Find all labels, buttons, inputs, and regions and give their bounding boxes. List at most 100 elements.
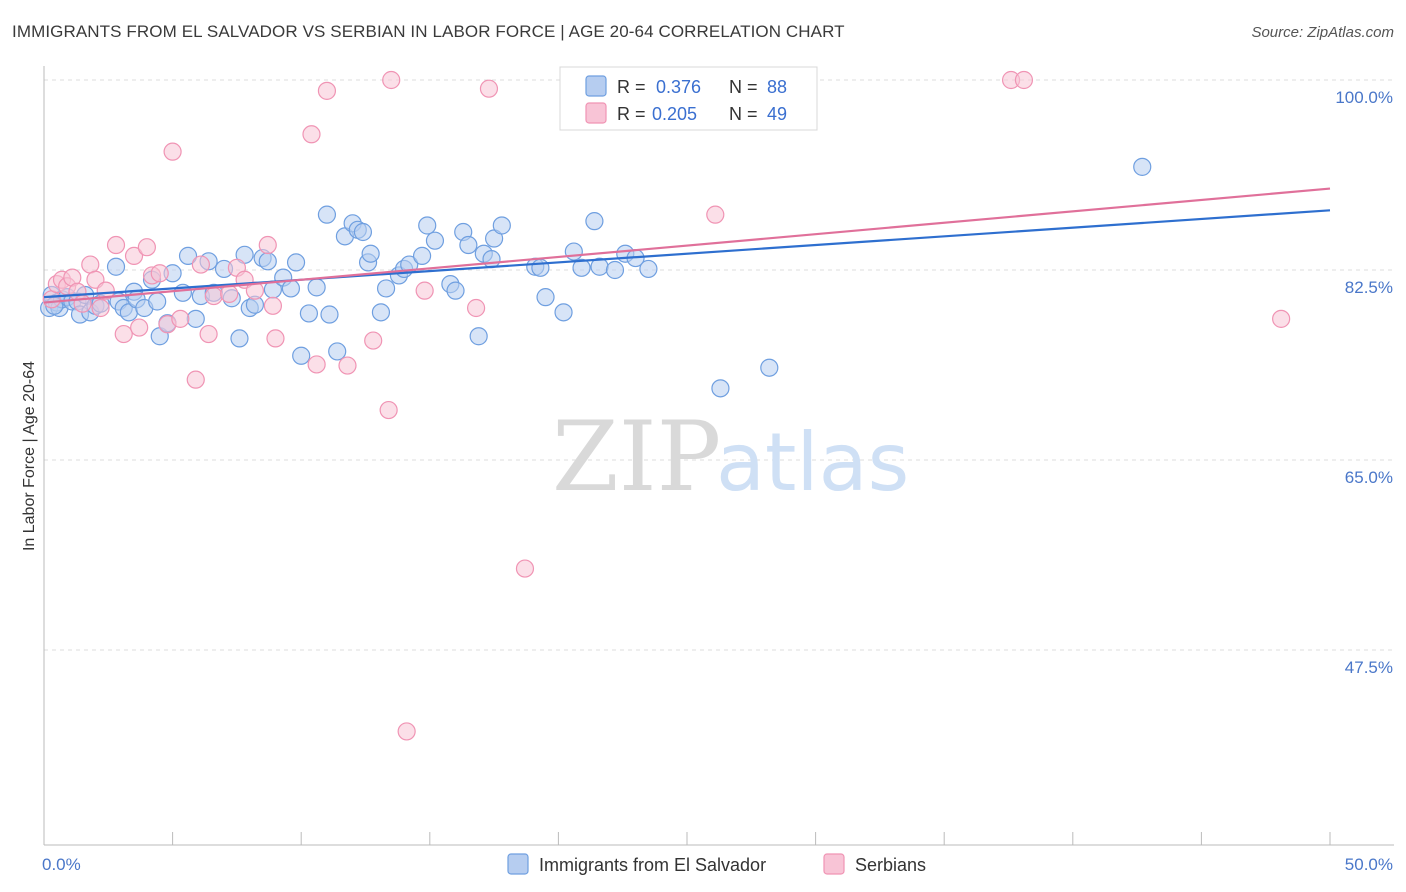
point-el-salvador-52 <box>353 222 373 242</box>
point-el-salvador-85 <box>760 358 779 377</box>
series-legend-swatch-pink <box>823 853 845 875</box>
legend-r-value-blue: 0.376 <box>656 77 701 97</box>
point-el-salvador-80 <box>605 260 625 280</box>
x-tick-label-1: 50.0% <box>1345 855 1393 874</box>
point-el-salvador-86 <box>1133 157 1152 176</box>
legend-n-label-blue: N = <box>729 77 758 97</box>
point-el-salvador-13 <box>106 257 126 276</box>
point-serbians-48 <box>1272 309 1291 328</box>
point-serbians-25 <box>220 284 239 303</box>
point-el-salvador-43 <box>292 346 311 365</box>
point-el-salvador-64 <box>446 281 465 300</box>
watermark-zip: ZIP <box>552 401 721 513</box>
point-serbians-21 <box>186 370 205 389</box>
stats-legend: R = 0.376 N = 88 R = 0.205 N = 49 <box>559 66 818 131</box>
x-tick-labels: 0.0% 50.0% <box>42 855 1393 874</box>
point-serbians-24 <box>204 286 223 306</box>
point-serbians-10 <box>96 281 115 300</box>
point-el-salvador-44 <box>299 304 319 323</box>
point-serbians-38 <box>379 400 398 420</box>
point-serbians-32 <box>302 125 321 144</box>
legend-n-value-blue: 88 <box>767 77 787 97</box>
point-serbians-31 <box>266 329 285 348</box>
y-tick-label-1: 82.5% <box>1345 278 1393 297</box>
point-serbians-22 <box>191 255 210 274</box>
point-el-salvador-73 <box>531 258 550 277</box>
point-serbians-33 <box>307 355 326 374</box>
series-legend-swatch-blue <box>507 853 529 875</box>
point-el-salvador-38 <box>258 252 277 271</box>
point-el-salvador-41 <box>281 279 301 298</box>
point-el-salvador-76 <box>564 242 583 261</box>
chart-title: IMMIGRANTS FROM EL SALVADOR VS SERBIAN I… <box>12 22 845 41</box>
legend-r-value-pink: 0.205 <box>652 104 697 124</box>
point-serbians-39 <box>397 722 416 741</box>
point-serbians-9 <box>91 298 110 318</box>
point-el-salvador-21 <box>148 292 167 311</box>
series-legend: Immigrants from El Salvador Serbians <box>507 853 926 875</box>
watermark: ZIP atlas <box>552 401 909 513</box>
point-el-salvador-61 <box>418 216 437 235</box>
point-el-salvador-75 <box>554 303 573 322</box>
point-el-salvador-62 <box>425 231 445 250</box>
point-el-salvador-83 <box>639 259 658 279</box>
point-serbians-15 <box>137 238 156 257</box>
point-el-salvador-46 <box>317 205 337 224</box>
y-tick-label-2: 65.0% <box>1345 468 1393 487</box>
point-el-salvador-26 <box>178 246 198 265</box>
trend-line-serbians <box>43 187 1331 304</box>
x-axis-ticks <box>43 832 1331 845</box>
legend-r-label-pink: R = <box>617 104 646 124</box>
y-tick-labels: 100.0% 82.5% 65.0% 47.5% <box>1335 88 1393 677</box>
point-serbians-36 <box>364 331 383 350</box>
point-el-salvador-42 <box>286 253 306 272</box>
point-el-salvador-27 <box>186 309 205 328</box>
legend-swatch-blue <box>585 75 607 97</box>
point-el-salvador-67 <box>469 327 488 346</box>
point-serbians-34 <box>317 81 337 100</box>
point-el-salvador-54 <box>361 244 380 263</box>
point-serbians-23 <box>199 324 218 344</box>
point-el-salvador-45 <box>307 278 326 297</box>
point-el-salvador-77 <box>572 258 591 277</box>
point-serbians-11 <box>106 235 126 255</box>
x-tick-label-0: 0.0% <box>42 855 81 874</box>
point-serbians-45 <box>706 205 725 224</box>
point-serbians-47 <box>1014 70 1034 90</box>
point-serbians-37 <box>382 70 401 90</box>
y-tick-label-0: 100.0% <box>1335 88 1393 107</box>
watermark-atlas: atlas <box>716 416 909 509</box>
point-serbians-41 <box>466 298 486 318</box>
point-serbians-42 <box>479 79 499 98</box>
point-serbians-43 <box>515 559 535 578</box>
legend-swatch-pink <box>585 102 607 124</box>
point-el-salvador-78 <box>585 212 604 231</box>
point-el-salvador-71 <box>492 216 511 235</box>
point-serbians-14 <box>130 318 149 337</box>
point-el-salvador-56 <box>376 279 396 298</box>
series-legend-label-blue: Immigrants from El Salvador <box>539 855 766 875</box>
trend-lines <box>43 187 1331 304</box>
legend-r-label-blue: R = <box>617 77 646 97</box>
point-serbians-40 <box>415 281 434 300</box>
point-serbians-13 <box>124 246 144 265</box>
point-serbians-17 <box>150 264 169 283</box>
point-serbians-29 <box>258 235 277 255</box>
point-serbians-7 <box>81 255 100 274</box>
point-serbians-12 <box>114 324 133 344</box>
axes <box>43 66 1394 846</box>
legend-n-value-pink: 49 <box>767 104 787 124</box>
point-el-salvador-60 <box>412 246 432 265</box>
point-el-salvador-74 <box>536 288 555 307</box>
point-serbians-35 <box>338 356 357 375</box>
point-serbians-20 <box>171 309 190 328</box>
point-el-salvador-69 <box>482 250 501 269</box>
series-legend-label-pink: Serbians <box>855 855 926 875</box>
y-tick-label-3: 47.5% <box>1345 658 1393 677</box>
point-serbians-0 <box>42 290 61 309</box>
point-el-salvador-55 <box>371 303 391 322</box>
point-serbians-30 <box>263 296 283 315</box>
series-el-salvador-points <box>40 157 1152 398</box>
point-serbians-19 <box>163 142 182 161</box>
